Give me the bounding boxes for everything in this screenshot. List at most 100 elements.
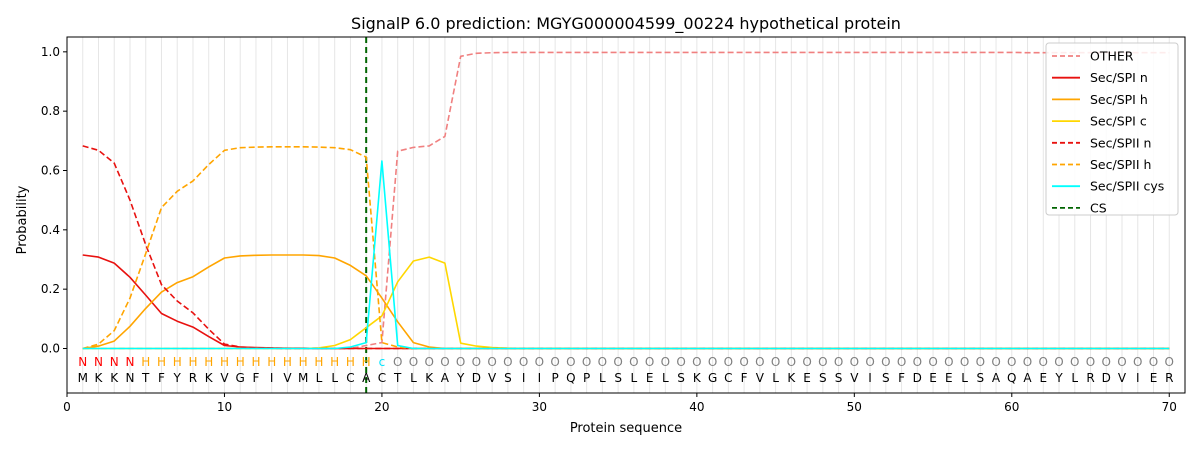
residue-label: Y xyxy=(173,371,182,385)
region-label: O xyxy=(724,355,733,369)
region-label: O xyxy=(960,355,969,369)
residue-label: Q xyxy=(566,371,575,385)
region-label: O xyxy=(598,355,607,369)
residue-label: I xyxy=(1136,371,1140,385)
residue-label: Y xyxy=(456,371,465,385)
residue-label: L xyxy=(316,371,323,385)
region-label: H xyxy=(251,355,260,369)
residue-label: K xyxy=(95,371,104,385)
region-label: O xyxy=(456,355,465,369)
series-sec-spi-c xyxy=(82,256,1170,350)
residue-label: S xyxy=(835,371,843,385)
region-label: O xyxy=(692,355,701,369)
residue-label: E xyxy=(803,371,811,385)
region-label: O xyxy=(850,355,859,369)
grid-layer xyxy=(82,37,1170,393)
series-sec-spii-n xyxy=(82,145,1170,350)
region-label: H xyxy=(267,355,276,369)
region-label: O xyxy=(865,355,874,369)
legend-label: OTHER xyxy=(1090,49,1134,64)
residue-label: Q xyxy=(1007,371,1016,385)
tick-layer: 0 10 20 30 40 50 60 70 0.0 0.2 0.4 0.6 0.8 1.0 xyxy=(41,45,1177,414)
residue-label: S xyxy=(504,371,512,385)
region-label: O xyxy=(771,355,780,369)
region-label: H xyxy=(236,355,245,369)
region-label: O xyxy=(1054,355,1063,369)
residue-label: D xyxy=(913,371,922,385)
region-label: O xyxy=(550,355,559,369)
region-label: O xyxy=(440,355,449,369)
x-tick-label: 30 xyxy=(532,400,547,414)
residue-label: P xyxy=(552,371,559,385)
region-label: O xyxy=(676,355,685,369)
residue-label: R xyxy=(1165,371,1173,385)
residue-label: V xyxy=(220,371,229,385)
chart-title: SignalP 6.0 prediction: MGYG000004599_00… xyxy=(351,14,901,34)
residue-label: N xyxy=(125,371,134,385)
residue-label: C xyxy=(346,371,354,385)
region-label: H xyxy=(283,355,292,369)
residue-label: L xyxy=(599,371,606,385)
residue-label: E xyxy=(1039,371,1047,385)
residue-label: E xyxy=(945,371,953,385)
region-label: H xyxy=(314,355,323,369)
residue-label: L xyxy=(662,371,669,385)
x-tick-label: 60 xyxy=(1004,400,1019,414)
region-label: O xyxy=(1086,355,1095,369)
region-label: O xyxy=(991,355,1000,369)
residue-label: K xyxy=(693,371,702,385)
residue-label: V xyxy=(488,371,497,385)
series-sec-spii-h xyxy=(82,146,1170,350)
residue-label: T xyxy=(141,371,150,385)
region-label: O xyxy=(913,355,922,369)
residue-label: F xyxy=(741,371,748,385)
residue-label: V xyxy=(850,371,859,385)
series-other xyxy=(82,51,1170,350)
region-label: N xyxy=(125,355,134,369)
region-label: c xyxy=(379,355,386,369)
region-label: O xyxy=(881,355,890,369)
legend-label: CS xyxy=(1090,200,1107,215)
region-label: O xyxy=(424,355,433,369)
residue-label: L xyxy=(961,371,968,385)
region-label: O xyxy=(834,355,843,369)
x-tick-label: 10 xyxy=(217,400,232,414)
residue-label: K xyxy=(205,371,214,385)
residue-label: R xyxy=(1086,371,1094,385)
legend-label: Sec/SPI h xyxy=(1090,92,1148,107)
y-tick-label: 0.8 xyxy=(41,104,60,118)
region-label: O xyxy=(409,355,418,369)
residue-label: S xyxy=(614,371,622,385)
region-label: O xyxy=(1165,355,1174,369)
residue-label: K xyxy=(425,371,434,385)
legend-label: Sec/SPII cys xyxy=(1090,179,1164,194)
residue-label: C xyxy=(724,371,732,385)
x-tick-label: 70 xyxy=(1162,400,1177,414)
legend-label: Sec/SPI c xyxy=(1090,114,1147,129)
region-label: H xyxy=(141,355,150,369)
legend: OTHER Sec/SPI n Sec/SPI h Sec/SPI c Sec/SPII… xyxy=(1045,42,1179,216)
residue-label: I xyxy=(522,371,526,385)
x-tick-label: 0 xyxy=(63,400,71,414)
residue-label: S xyxy=(677,371,685,385)
series-layer xyxy=(82,51,1170,350)
x-tick-label: 40 xyxy=(689,400,704,414)
x-tick-label: 20 xyxy=(374,400,389,414)
region-label: H xyxy=(157,355,166,369)
residue-label: L xyxy=(1071,371,1078,385)
region-label: O xyxy=(1023,355,1032,369)
plot-frame xyxy=(66,36,1186,394)
region-label: O xyxy=(472,355,481,369)
residue-label: F xyxy=(898,371,905,385)
region-label: O xyxy=(944,355,953,369)
y-tick-label: 1.0 xyxy=(41,45,60,59)
residue-label: M xyxy=(78,371,88,385)
residue-label: S xyxy=(882,371,890,385)
residue-label: L xyxy=(331,371,338,385)
region-label: O xyxy=(755,355,764,369)
residue-label: V xyxy=(1118,371,1127,385)
x-tick-label: 50 xyxy=(847,400,862,414)
legend-label: Sec/SPII n xyxy=(1090,135,1151,150)
residue-label: I xyxy=(270,371,274,385)
region-label: O xyxy=(1133,355,1142,369)
